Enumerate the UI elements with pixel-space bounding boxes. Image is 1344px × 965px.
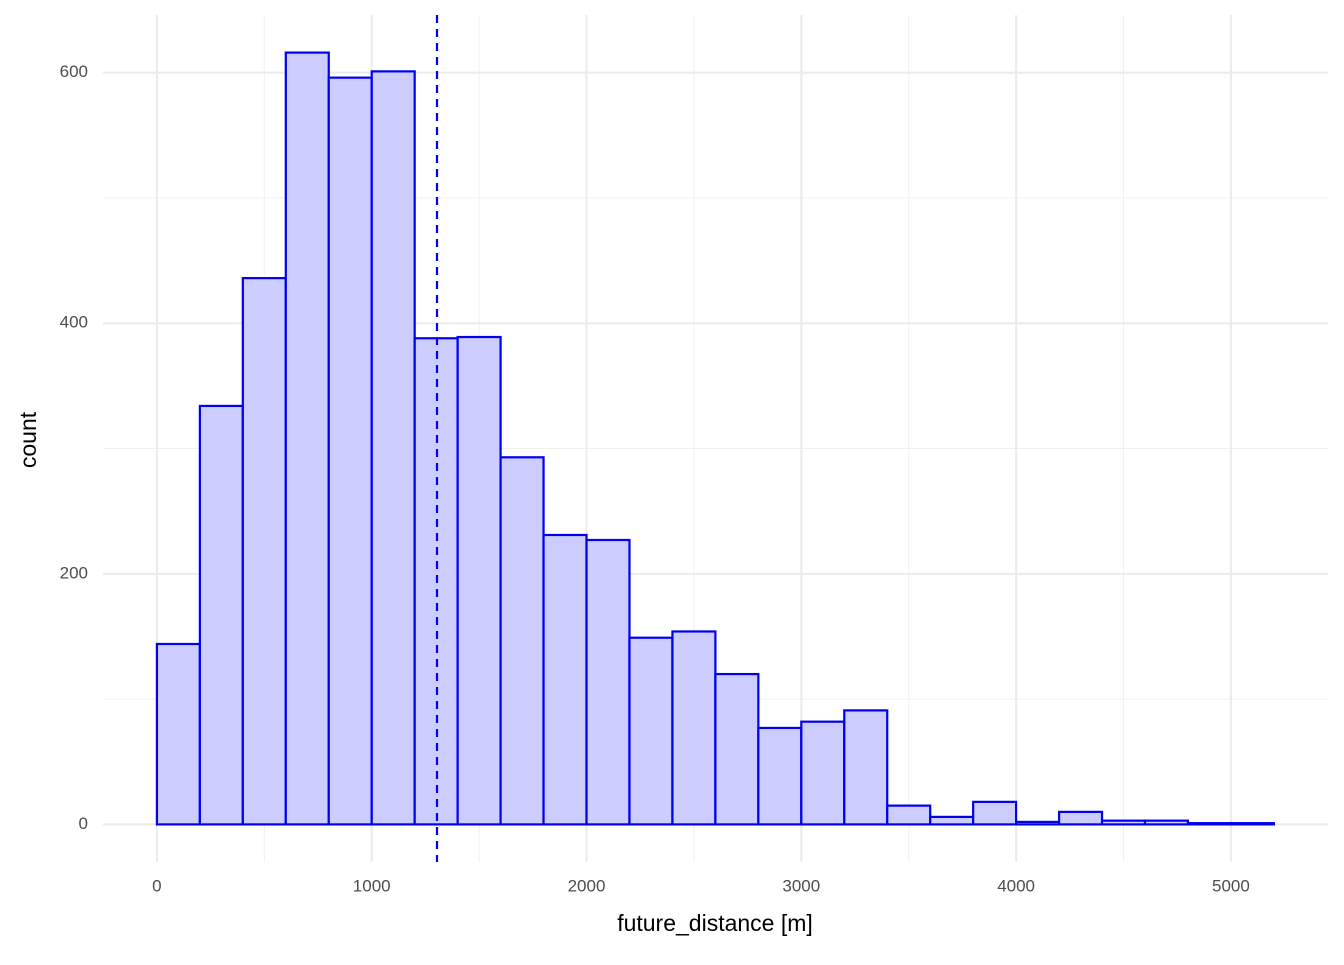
bar bbox=[843, 709, 889, 826]
x-tick-label: 3000 bbox=[782, 876, 820, 895]
x-tick-label: 1000 bbox=[353, 876, 391, 895]
bar bbox=[800, 720, 846, 826]
bar bbox=[886, 804, 932, 826]
bar bbox=[628, 636, 674, 826]
bar bbox=[1057, 810, 1104, 826]
bar bbox=[284, 51, 330, 826]
bar bbox=[1143, 819, 1190, 826]
bar bbox=[499, 456, 545, 826]
bar bbox=[327, 76, 373, 826]
marks bbox=[155, 15, 1275, 862]
x-tick-label: 4000 bbox=[997, 876, 1035, 895]
bar bbox=[456, 335, 502, 826]
y-tick-label: 600 bbox=[60, 62, 88, 81]
y-axis-title: count bbox=[15, 411, 41, 468]
x-axis-title: future_distance [m] bbox=[617, 910, 813, 936]
bar bbox=[1100, 819, 1147, 826]
bar bbox=[1229, 822, 1275, 826]
y-tick-label: 200 bbox=[60, 563, 88, 582]
bar bbox=[972, 800, 1018, 826]
bar bbox=[241, 277, 287, 826]
x-tick-label: 0 bbox=[152, 876, 161, 895]
bar bbox=[1186, 822, 1233, 826]
bar bbox=[671, 630, 717, 826]
y-tick-label: 400 bbox=[60, 313, 88, 332]
bar bbox=[155, 642, 201, 826]
x-tick-label: 5000 bbox=[1212, 876, 1250, 895]
x-tick-label: 2000 bbox=[568, 876, 606, 895]
bar bbox=[198, 404, 244, 826]
bar bbox=[542, 533, 588, 826]
bar bbox=[585, 538, 631, 826]
bar bbox=[370, 70, 416, 826]
bar bbox=[929, 815, 975, 826]
y-tick-label: 0 bbox=[79, 814, 88, 833]
bar bbox=[1015, 820, 1061, 826]
bar bbox=[714, 672, 760, 826]
bar bbox=[757, 726, 803, 826]
